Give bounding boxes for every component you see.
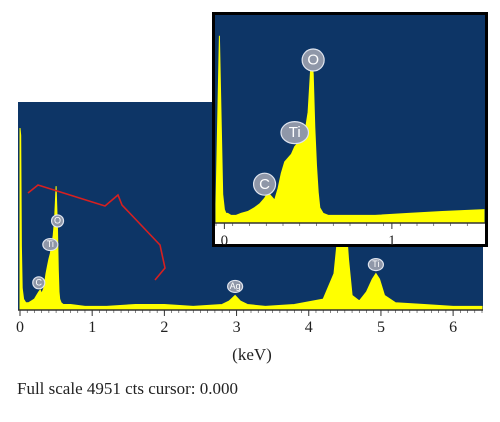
peak-marker xyxy=(367,258,384,272)
peak-label: C xyxy=(259,176,270,193)
main-tick-label: 3 xyxy=(233,319,241,336)
peak-label: Ti xyxy=(47,239,54,249)
peak-marker xyxy=(252,172,277,196)
inset-tick-label: 1 xyxy=(388,233,396,247)
main-tick-label: 6 xyxy=(449,319,457,336)
red-bracket-annotation xyxy=(27,184,166,281)
inset-tick-label: 0 xyxy=(221,233,229,247)
peak-label: O xyxy=(307,52,319,69)
peak-marker xyxy=(42,237,59,252)
main-tick-label: 4 xyxy=(305,319,313,336)
peak-marker xyxy=(32,276,46,290)
peak-marker xyxy=(301,48,325,72)
peak-label: Ag xyxy=(230,281,241,291)
main-spectrum-series xyxy=(19,127,483,311)
main-tick-label: 2 xyxy=(160,319,168,336)
main-tick-label: 0 xyxy=(16,319,24,336)
inset-plot-background xyxy=(215,15,485,223)
main-tick-label: 1 xyxy=(88,319,96,336)
status-line: Full scale 4951 cts cursor: 0.000 xyxy=(17,379,238,398)
main-plot-area: C Ti O Ag Ti xyxy=(19,127,483,311)
main-peak-ti: Ti xyxy=(42,237,59,252)
inset-spectrum-series xyxy=(215,35,485,224)
peak-label: O xyxy=(54,215,61,225)
main-peak-o: O xyxy=(50,214,65,228)
inset-peak-ti: Ti xyxy=(280,120,310,145)
main-x-ticks: 0 1 2 3 4 5 6 xyxy=(16,310,483,336)
peak-label: Ti xyxy=(372,259,379,269)
main-peak-ti: Ti xyxy=(367,258,384,272)
main-peak-ag: Ag xyxy=(227,279,244,294)
main-peak-c: C xyxy=(32,276,46,290)
peak-marker xyxy=(227,279,244,294)
peak-marker xyxy=(50,214,65,228)
inset-peak-c: C xyxy=(252,172,277,196)
peak-label: Ti xyxy=(289,124,301,141)
x-axis-label: (keV) xyxy=(232,345,272,364)
peak-label: C xyxy=(36,277,43,287)
inset-plot-area: C Ti O xyxy=(215,35,485,224)
inset-peak-o: O xyxy=(301,48,325,72)
peak-marker xyxy=(280,120,310,145)
main-tick-label: 5 xyxy=(377,319,385,336)
